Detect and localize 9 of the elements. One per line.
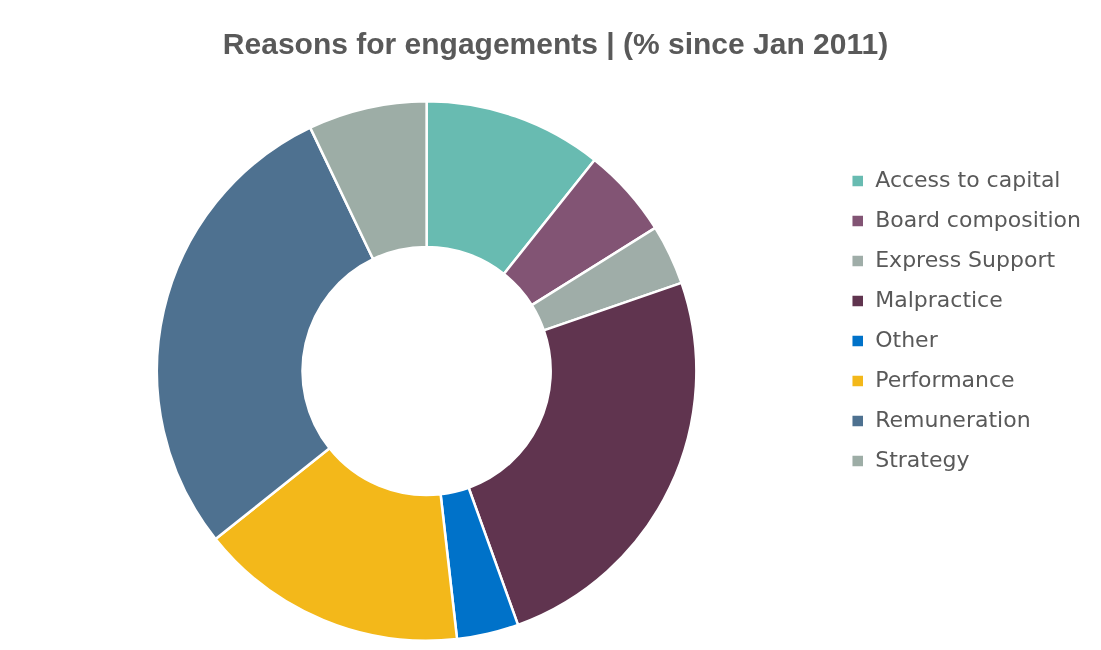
- legend-label: Other: [875, 326, 939, 352]
- chart-title: Reasons for engagements | (% since Jan 2011): [222, 27, 889, 61]
- legend-label: Performance: [875, 366, 1015, 392]
- legend-label: Remuneration: [875, 406, 1031, 432]
- legend-label: Express Support: [875, 246, 1056, 272]
- legend-label: Malpractice: [875, 286, 1003, 312]
- legend-label: Board composition: [875, 206, 1081, 232]
- legend-label: Strategy: [875, 446, 970, 472]
- legend-label: Access to capital: [875, 166, 1061, 192]
